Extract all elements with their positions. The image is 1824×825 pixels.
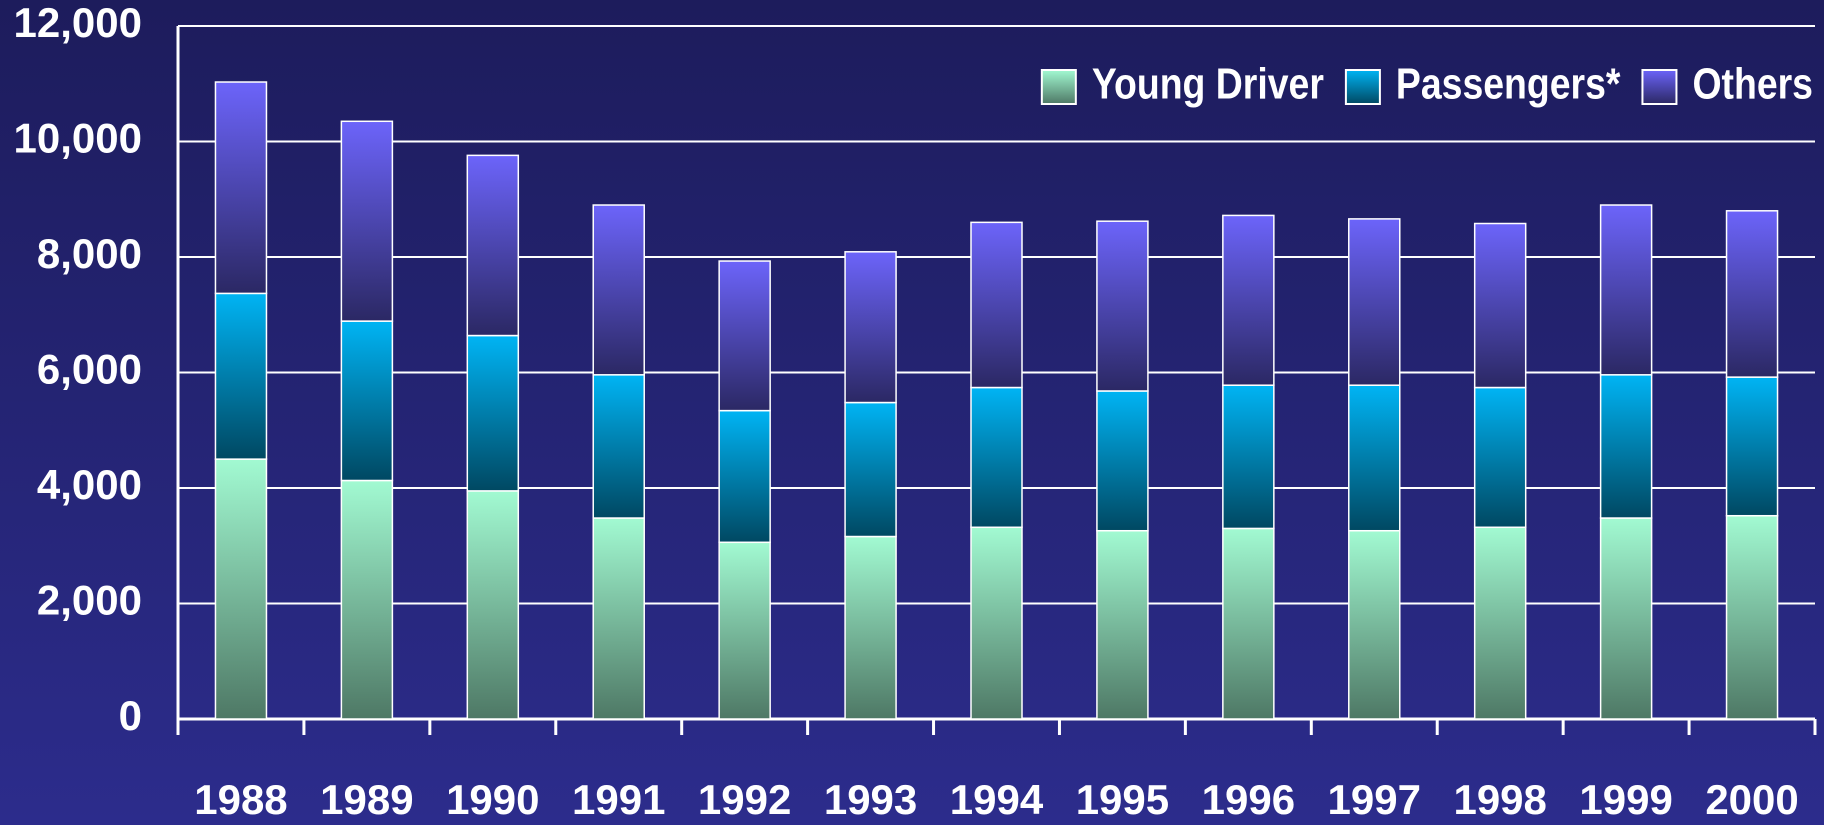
bar-segment xyxy=(340,479,394,720)
bar-segment xyxy=(1473,386,1527,529)
legend-swatch xyxy=(1040,69,1077,105)
bar-segment xyxy=(1599,374,1653,519)
y-tick-label: 0 xyxy=(119,692,142,739)
y-tick-label: 10,000 xyxy=(14,115,142,162)
bar-segment xyxy=(340,120,394,322)
x-tick-label: 1992 xyxy=(698,776,791,823)
bar-segment xyxy=(718,541,771,720)
bar-segment xyxy=(1348,529,1401,720)
bar-segment xyxy=(718,260,771,412)
bar-segment xyxy=(592,517,645,720)
bar-segment xyxy=(1348,218,1401,386)
bar-segment xyxy=(592,204,645,376)
y-tick-label: 4,000 xyxy=(37,461,142,508)
bar-segment xyxy=(214,292,268,460)
y-tick-label: 8,000 xyxy=(37,230,142,277)
bar-segment xyxy=(466,154,520,337)
y-tick-label: 6,000 xyxy=(37,346,142,393)
x-tick-label: 1998 xyxy=(1453,776,1546,823)
bar-segment xyxy=(1473,526,1527,720)
x-tick-label: 1989 xyxy=(320,776,413,823)
bar-segment xyxy=(592,374,645,519)
legend-swatch xyxy=(1344,69,1381,105)
y-tick-label: 2,000 xyxy=(37,577,142,624)
x-tick-label: 1991 xyxy=(572,776,665,823)
bar-segment xyxy=(466,334,520,492)
bar-segment xyxy=(844,251,897,404)
bar-segment xyxy=(1599,517,1653,720)
bar-segment xyxy=(466,490,520,720)
bar-segment xyxy=(340,320,394,482)
legend-swatch xyxy=(1641,69,1678,105)
x-tick-label: 1990 xyxy=(446,776,539,823)
bar-segment xyxy=(970,221,1023,389)
bar-segment xyxy=(1096,390,1149,532)
x-tick-label: 1997 xyxy=(1328,776,1421,823)
bar-segment xyxy=(1348,384,1401,532)
legend-label: Young Driver xyxy=(1092,60,1324,109)
bar-segment xyxy=(1222,214,1275,386)
bar-segment xyxy=(718,409,771,544)
bar-segment xyxy=(1473,222,1527,389)
bar-segment xyxy=(1096,529,1149,720)
bar-segment xyxy=(1725,376,1779,517)
x-tick-label: 1988 xyxy=(194,776,287,823)
legend-label: Passengers* xyxy=(1396,60,1621,109)
x-tick-label: 1996 xyxy=(1202,776,1295,823)
legend-label: Others xyxy=(1692,60,1813,109)
x-tick-label: 1999 xyxy=(1579,776,1672,823)
bar-segment xyxy=(1096,220,1149,392)
bar-segment xyxy=(214,81,268,295)
bar-segment xyxy=(1222,384,1275,530)
x-tick-label: 1994 xyxy=(950,776,1044,823)
y-tick-label: 12,000 xyxy=(14,0,142,46)
bar-segment xyxy=(1725,514,1779,720)
bar-segment xyxy=(1222,527,1275,720)
bar-segment xyxy=(214,458,268,720)
bar-segment xyxy=(1599,204,1653,376)
x-tick-label: 1995 xyxy=(1076,776,1169,823)
x-tick-label: 2000 xyxy=(1705,776,1798,823)
bar-segment xyxy=(970,526,1023,720)
bar-segment xyxy=(844,535,897,720)
x-tick-label: 1993 xyxy=(824,776,917,823)
bar-segment xyxy=(844,401,897,538)
bar-segment xyxy=(1725,210,1779,378)
bar-segment xyxy=(970,386,1023,529)
